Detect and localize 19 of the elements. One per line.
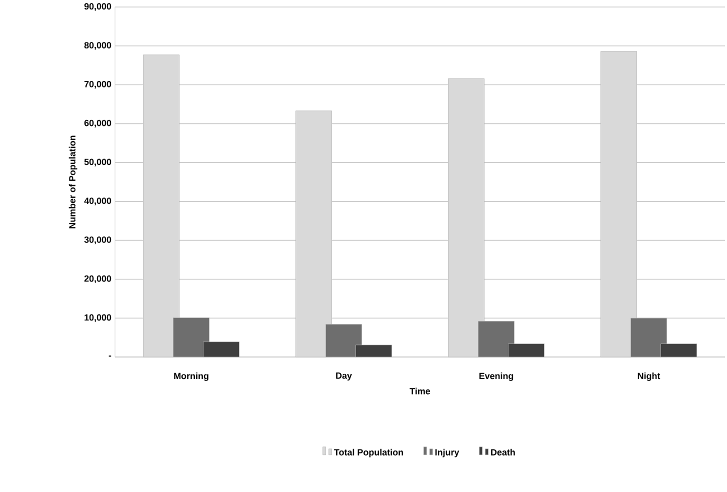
x-tick-label: Night xyxy=(638,372,660,381)
y-tick-label: 50,000 xyxy=(84,158,112,166)
x-tick-label: Day xyxy=(336,372,352,381)
legend-label: Injury xyxy=(435,448,460,458)
legend-label: Death xyxy=(491,448,515,456)
y-tick-label: 10,000 xyxy=(84,314,112,322)
legend-label: Total Population xyxy=(334,448,403,458)
y-tick-label: 80,000 xyxy=(84,42,112,50)
x-tick-label: Morning xyxy=(174,372,208,381)
y-tick-label: 30,000 xyxy=(84,236,112,244)
y-tick-label: 40,000 xyxy=(84,198,112,206)
y-tick-label: 20,000 xyxy=(84,275,112,284)
y-tick-label: 90,000 xyxy=(84,3,112,11)
x-tick-label: Evening xyxy=(479,372,514,381)
x-axis-title: Time xyxy=(410,388,430,394)
y-tick-label: 60,000 xyxy=(84,120,112,128)
y-tick-label: - xyxy=(108,356,112,357)
y-axis-title: Number of Population xyxy=(68,136,78,228)
y-tick-label: 70,000 xyxy=(84,80,112,89)
